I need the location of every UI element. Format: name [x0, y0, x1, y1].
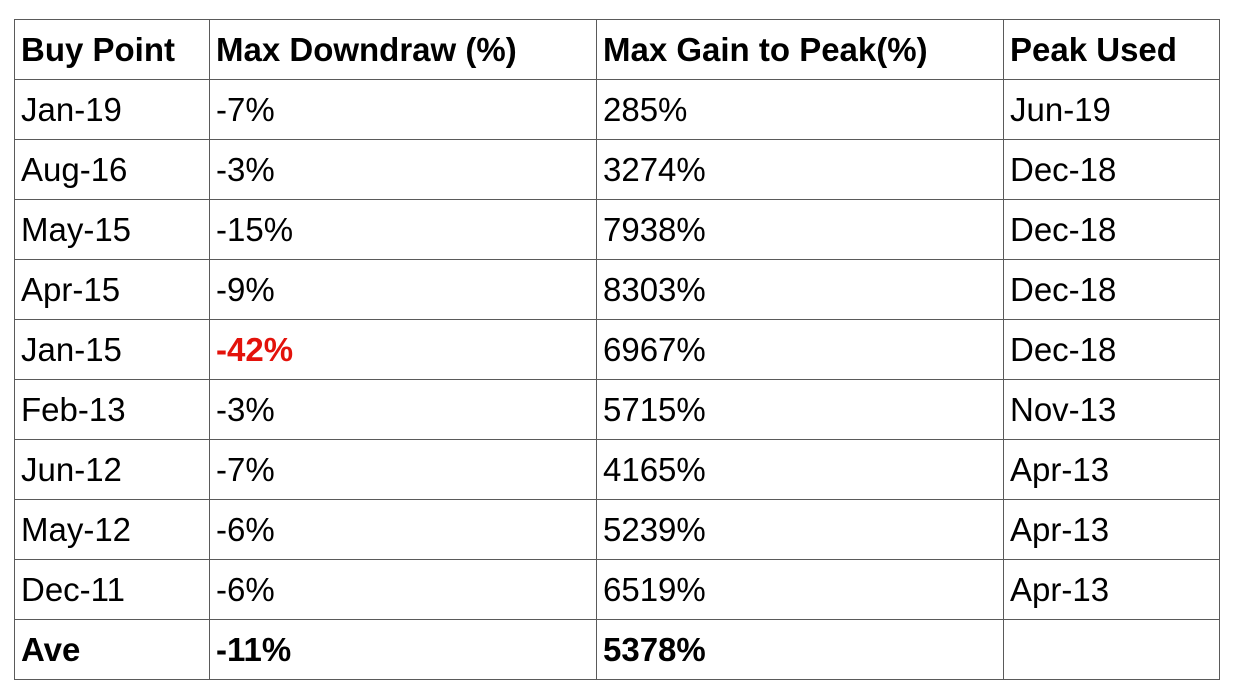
cell-buy-point: May-12 — [14, 499, 210, 560]
cell-peak-used: Apr-13 — [1003, 499, 1220, 560]
cell-buy-point: May-15 — [14, 199, 210, 260]
header-max-gain: Max Gain to Peak(%) — [596, 19, 1004, 80]
table-row: May-12 -6% 5239% Apr-13 — [14, 499, 1220, 560]
cell-peak-used: Nov-13 — [1003, 379, 1220, 440]
cell-max-downdraw: -9% — [209, 259, 597, 320]
cell-max-gain: 7938% — [596, 199, 1004, 260]
cell-max-gain: 3274% — [596, 139, 1004, 200]
table-row: May-15 -15% 7938% Dec-18 — [14, 199, 1220, 260]
cell-buy-point: Jun-12 — [14, 439, 210, 500]
average-row: Ave -11% 5378% — [14, 619, 1220, 680]
cell-peak-used: Jun-19 — [1003, 79, 1220, 140]
cell-max-downdraw: -7% — [209, 439, 597, 500]
table-row: Aug-16 -3% 3274% Dec-18 — [14, 139, 1220, 200]
table-row: Jan-15 -42% 6967% Dec-18 — [14, 319, 1220, 380]
cell-buy-point: Jan-15 — [14, 319, 210, 380]
cell-max-downdraw: -15% — [209, 199, 597, 260]
cell-max-downdraw: -6% — [209, 559, 597, 620]
cell-peak-used: Dec-18 — [1003, 139, 1220, 200]
cell-peak-used: Dec-18 — [1003, 319, 1220, 380]
average-max-gain: 5378% — [596, 619, 1004, 680]
cell-buy-point: Jan-19 — [14, 79, 210, 140]
cell-max-downdraw: -3% — [209, 139, 597, 200]
cell-max-gain: 8303% — [596, 259, 1004, 320]
average-max-downdraw: -11% — [209, 619, 597, 680]
cell-buy-point: Dec-11 — [14, 559, 210, 620]
cell-peak-used: Apr-13 — [1003, 439, 1220, 500]
cell-max-gain: 5715% — [596, 379, 1004, 440]
cell-max-gain: 4165% — [596, 439, 1004, 500]
table-row: Jun-12 -7% 4165% Apr-13 — [14, 439, 1220, 500]
cell-max-gain: 6519% — [596, 559, 1004, 620]
cell-buy-point: Aug-16 — [14, 139, 210, 200]
data-table-container: Buy Point Max Downdraw (%) Max Gain to P… — [14, 19, 1220, 680]
cell-max-downdraw: -6% — [209, 499, 597, 560]
cell-max-downdraw: -7% — [209, 79, 597, 140]
header-max-downdraw: Max Downdraw (%) — [209, 19, 597, 80]
average-label: Ave — [14, 619, 210, 680]
cell-max-gain: 5239% — [596, 499, 1004, 560]
table-row: Apr-15 -9% 8303% Dec-18 — [14, 259, 1220, 320]
cell-max-gain: 6967% — [596, 319, 1004, 380]
header-buy-point: Buy Point — [14, 19, 210, 80]
header-peak-used: Peak Used — [1003, 19, 1220, 80]
cell-max-downdraw: -3% — [209, 379, 597, 440]
cell-max-downdraw-highlighted: -42% — [209, 319, 597, 380]
cell-buy-point: Apr-15 — [14, 259, 210, 320]
cell-peak-used: Apr-13 — [1003, 559, 1220, 620]
average-peak-used — [1003, 619, 1220, 680]
buy-point-table: Buy Point Max Downdraw (%) Max Gain to P… — [14, 19, 1220, 680]
table-row: Dec-11 -6% 6519% Apr-13 — [14, 559, 1220, 620]
cell-max-gain: 285% — [596, 79, 1004, 140]
cell-buy-point: Feb-13 — [14, 379, 210, 440]
cell-peak-used: Dec-18 — [1003, 259, 1220, 320]
table-row: Jan-19 -7% 285% Jun-19 — [14, 79, 1220, 140]
table-row: Feb-13 -3% 5715% Nov-13 — [14, 379, 1220, 440]
cell-peak-used: Dec-18 — [1003, 199, 1220, 260]
header-row: Buy Point Max Downdraw (%) Max Gain to P… — [14, 19, 1220, 80]
